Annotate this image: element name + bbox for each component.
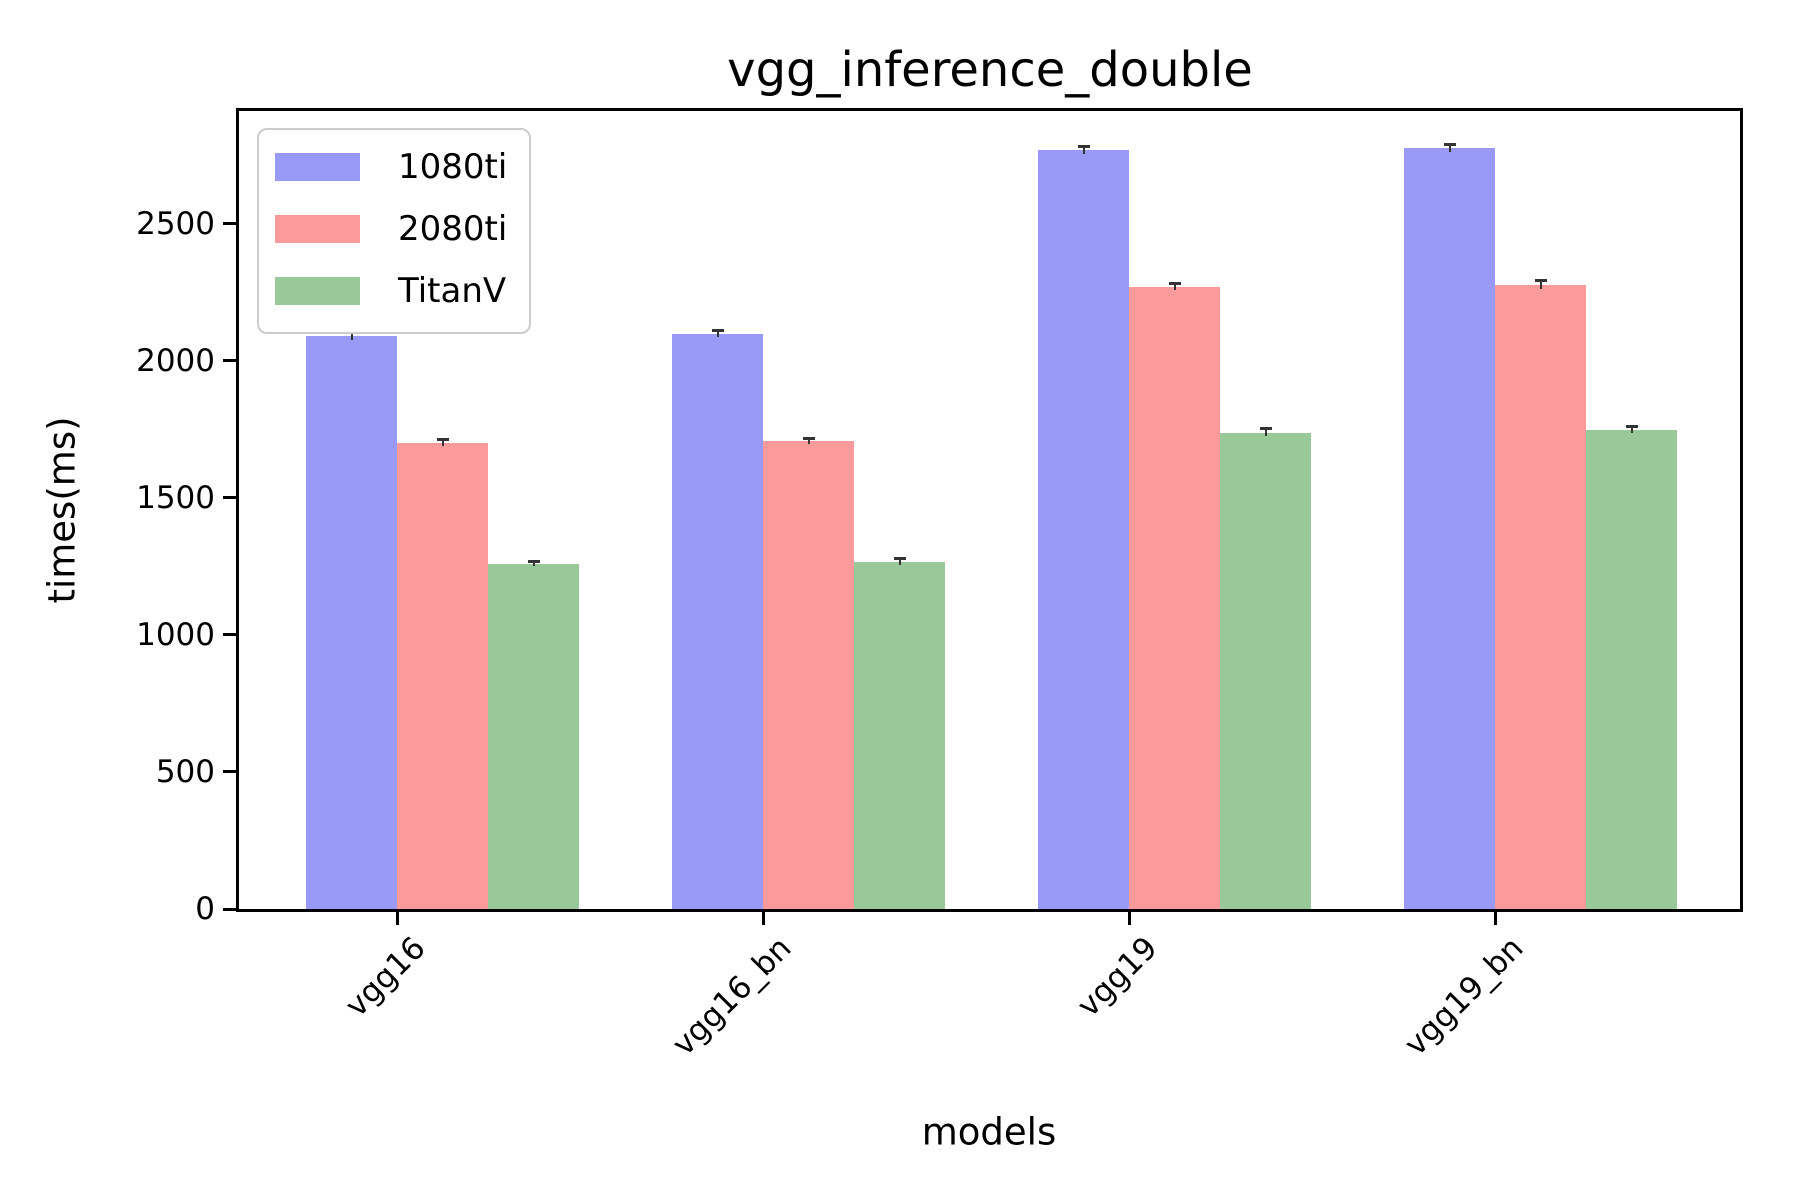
y-axis-tick <box>223 222 236 226</box>
error-bar-1080ti-vgg19 <box>1082 146 1085 155</box>
error-cap-TitanV-vgg16 <box>527 560 540 564</box>
error-bar-1080ti-vgg16 <box>350 332 353 341</box>
error-cap-2080ti-vgg19_bn <box>1534 279 1547 283</box>
legend-label-TitanV: TitanV <box>398 271 507 311</box>
plot-area <box>236 108 1743 912</box>
bar-TitanV-vgg19_bn <box>1586 429 1677 909</box>
bar-1080ti-vgg19 <box>1038 150 1129 909</box>
y-axis-tick-label: 500 <box>155 753 215 790</box>
bar-TitanV-vgg16_bn <box>854 562 945 909</box>
bar-1080ti-vgg16 <box>306 336 397 909</box>
error-cap-TitanV-vgg19_bn <box>1625 425 1638 429</box>
x-axis-tick-label-vgg16_bn: vgg16_bn <box>665 930 799 1063</box>
legend-label-1080ti: 1080ti <box>398 147 508 187</box>
error-bar-2080ti-vgg19 <box>1173 283 1176 291</box>
chart-title: vgg_inference_double <box>727 42 1253 98</box>
y-axis-tick-label: 1500 <box>136 479 215 516</box>
bar-1080ti-vgg19_bn <box>1404 148 1495 909</box>
y-axis-tick <box>223 496 236 500</box>
error-cap-TitanV-vgg16_bn <box>893 557 906 561</box>
x-axis-label: models <box>921 1110 1057 1154</box>
error-bar-TitanV-vgg16_bn <box>898 559 901 565</box>
error-bar-TitanV-vgg16 <box>532 562 535 567</box>
x-axis-tick-label-vgg16: vgg16 <box>338 930 433 1025</box>
y-axis-tick-label: 2500 <box>136 205 215 242</box>
error-cap-1080ti-vgg19 <box>1077 144 1090 148</box>
x-axis-tick <box>1127 912 1131 925</box>
error-bar-2080ti-vgg16_bn <box>807 438 810 445</box>
error-bar-TitanV-vgg19_bn <box>1630 427 1633 433</box>
error-cap-2080ti-vgg16 <box>436 437 449 441</box>
legend-swatch-2080ti <box>275 215 360 243</box>
legend-item-2080ti: 2080ti <box>275 202 507 256</box>
x-axis-tick <box>761 912 765 925</box>
error-cap-1080ti-vgg19_bn <box>1443 142 1456 146</box>
y-axis-label: times(ms) <box>40 416 84 604</box>
legend-item-TitanV: TitanV <box>275 264 507 318</box>
y-axis-tick <box>223 633 236 637</box>
error-bar-TitanV-vgg19 <box>1264 429 1267 436</box>
y-axis-tick-label: 1000 <box>136 616 215 653</box>
error-cap-2080ti-vgg19 <box>1168 281 1181 285</box>
bar-2080ti-vgg19 <box>1129 286 1220 909</box>
y-axis-tick <box>223 359 236 363</box>
legend-swatch-TitanV <box>275 277 360 305</box>
legend-label-2080ti: 2080ti <box>398 209 508 249</box>
bar-TitanV-vgg16 <box>488 564 579 909</box>
bar-2080ti-vgg19_bn <box>1495 285 1586 909</box>
y-axis-tick <box>223 770 236 774</box>
x-axis-tick-label-vgg19_bn: vgg19_bn <box>1397 930 1531 1063</box>
y-axis-tick-label: 0 <box>195 891 215 927</box>
error-bar-2080ti-vgg16 <box>441 439 444 447</box>
y-axis-tick <box>223 907 236 911</box>
error-cap-TitanV-vgg19 <box>1259 427 1272 431</box>
bar-2080ti-vgg16_bn <box>763 441 854 909</box>
x-axis-tick-label-vgg19: vgg19 <box>1070 930 1165 1025</box>
legend-swatch-1080ti <box>275 153 360 181</box>
bar-TitanV-vgg19 <box>1220 432 1311 909</box>
error-cap-2080ti-vgg16_bn <box>802 436 815 440</box>
error-bar-1080ti-vgg16_bn <box>716 330 719 338</box>
bar-1080ti-vgg16_bn <box>672 334 763 909</box>
bar-2080ti-vgg16 <box>397 443 488 909</box>
legend: 1080ti 2080ti TitanV <box>257 128 532 334</box>
error-cap-1080ti-vgg16_bn <box>711 328 724 332</box>
y-axis-tick-label: 2000 <box>136 342 215 379</box>
error-bar-2080ti-vgg19_bn <box>1539 281 1542 290</box>
error-bar-1080ti-vgg19_bn <box>1448 144 1451 152</box>
x-axis-tick <box>1493 912 1497 925</box>
x-axis-tick <box>395 912 399 925</box>
legend-item-1080ti: 1080ti <box>275 140 507 194</box>
